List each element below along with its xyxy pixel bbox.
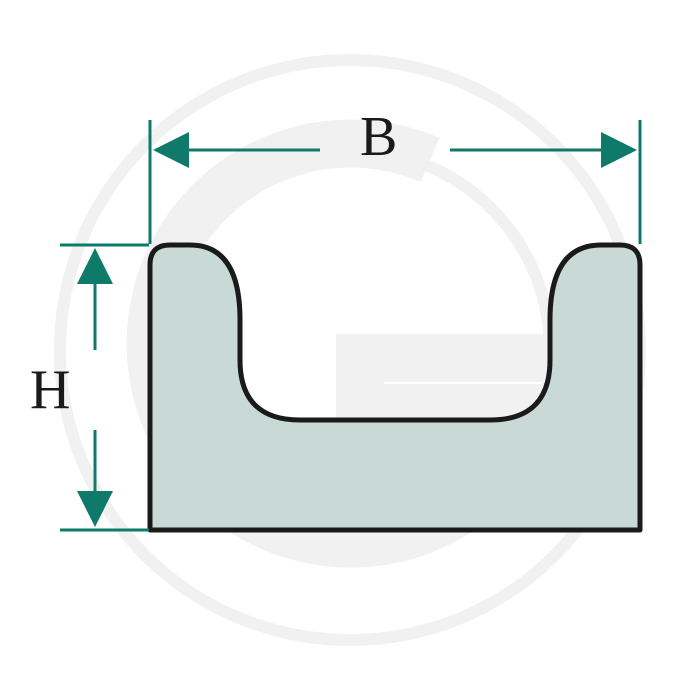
u-channel-profile	[150, 245, 640, 530]
technical-diagram	[0, 0, 700, 700]
dimension-h-label: H	[30, 358, 70, 422]
diagram-canvas: B H	[0, 0, 700, 700]
dimension-b-label: B	[360, 105, 397, 169]
dimension-h	[60, 245, 149, 530]
